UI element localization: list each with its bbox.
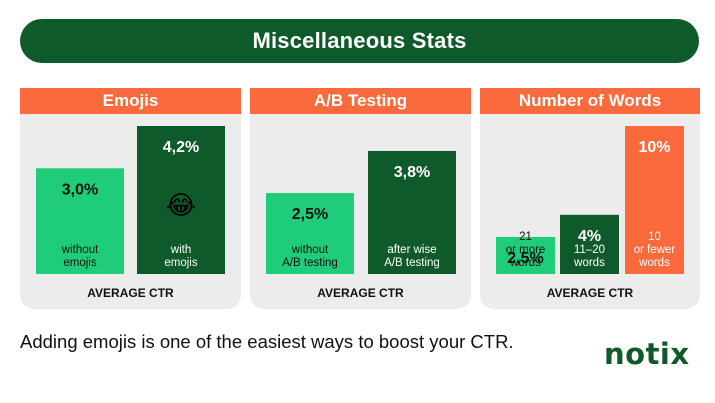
bar-category-label: after wise A/B testing (384, 244, 440, 269)
number-of-words-panel: Number of Words 2,5% 21 or more words 4% 11–2… (480, 88, 700, 309)
bar-category-label: without A/B testing (282, 244, 338, 269)
bar-value-label: 3,0% (62, 181, 98, 198)
bar-2 (368, 150, 456, 274)
bar-category-label: with emojis (164, 244, 197, 269)
ab-testing-panel-title: A/B Testing (250, 88, 471, 114)
bar-value-label: 2,5% (292, 206, 328, 223)
page-title: Miscellaneous Stats (252, 28, 467, 53)
number-of-words-panel-title: Number of Words (480, 88, 700, 114)
ab-testing-axis-label: AVERAGE CTR (317, 286, 404, 300)
number-of-words-axis-label: AVERAGE CTR (546, 286, 634, 300)
laughing-emoji-icon: 😂 (166, 190, 196, 220)
ab-testing-panel: A/B Testing 2,5% without A/B testing 3,8% af… (250, 88, 471, 309)
page-title-banner: Miscellaneous Stats (20, 19, 699, 63)
bar-category-label: 10 or fewer words (634, 231, 676, 269)
notix-logo: notix (604, 337, 690, 371)
emojis-axis-label: AVERAGE CTR (87, 286, 174, 300)
emojis-bar-chart: 3,0% without emojis 4,2% with emojis 😂 (36, 126, 225, 274)
bar-3 (625, 126, 684, 274)
bar-value-label: 4% (578, 228, 601, 245)
bar-1 (36, 168, 124, 274)
bar-1 (496, 237, 555, 274)
bar-value-label: 3,8% (394, 164, 430, 181)
bar-value-label: 2,5% (507, 250, 543, 267)
bar-2 (560, 214, 619, 274)
bar-value-label: 4,2% (163, 139, 199, 156)
bar-value-label: 10% (638, 139, 670, 156)
bar-category-label: 11–20 words (573, 244, 605, 269)
bar-category-label: without emojis (61, 244, 99, 269)
emojis-panel: Emojis 3,0% without emojis 4,2% with emojis 😂 … (20, 88, 241, 309)
summary-caption: Adding emojis is one of the easiest ways… (20, 331, 514, 352)
bar-2 (137, 126, 225, 274)
bar-1 (266, 193, 354, 274)
bar-category-label: 21 or more words (506, 231, 546, 269)
number-of-words-bar-chart: 2,5%21 or more words 4%11–20 words 10% 10 or fe… (496, 126, 684, 274)
ab-testing-bar-chart: 2,5% without A/B testing 3,8% after wise A/B … (266, 150, 456, 274)
emojis-panel-title: Emojis (20, 88, 241, 114)
